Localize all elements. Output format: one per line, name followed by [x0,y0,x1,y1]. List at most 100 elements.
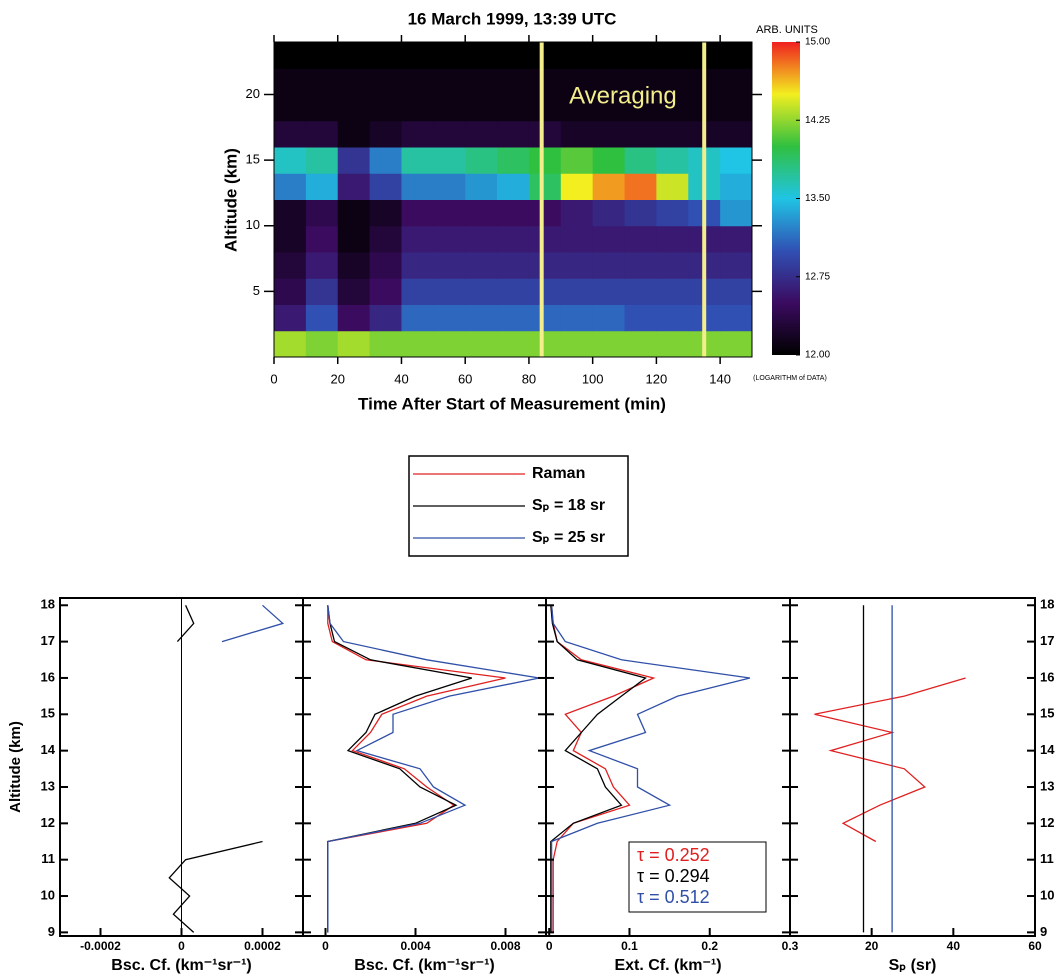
heatmap-cell [528,68,562,95]
heatmap-cell [497,68,530,95]
heatmap-cell [624,120,657,148]
heatmap-cell [305,330,339,357]
colorbar-note: (LOGARITHM of DATA) [753,375,827,382]
heatmap-cell [720,120,752,148]
colorbar-tick-label: 12.75 [805,271,830,282]
heatmap-cell [528,199,562,227]
heatmap-cell [369,304,402,332]
y-tick-label: 10 [41,887,55,902]
heatmap-cell [274,199,307,227]
heatmap-cell [433,94,466,122]
heatmap-cell [337,173,371,200]
heatmap-cell [465,120,498,148]
heatmap-cell [465,225,498,253]
heatmap-cell [305,120,339,148]
heatmap-cell [369,68,402,95]
legend-label: Sₚ = 25 sr [532,529,605,546]
heatmap-cell [433,68,466,95]
y-tick-label: 13 [41,778,55,793]
heatmap-cell [497,225,530,253]
heatmap-cell [305,173,339,200]
heatmap-cell [401,94,434,122]
heatmap-cell [624,330,657,357]
y-tick-label: 15 [246,152,260,167]
tau-label: τ = 0.294 [637,866,710,886]
heatmap-cell [592,225,626,253]
heatmap-cell [337,68,371,95]
heatmap-cell [528,278,562,305]
heatmap-cell [305,278,339,305]
heatmap-cell [497,330,530,357]
heatmap-cell [720,42,752,69]
legend-label: Sₚ = 18 sr [532,497,605,514]
heatmap-cell [274,225,307,253]
heatmap-cell [401,147,434,174]
heatmap-cell [656,173,689,200]
heatmap-cell [337,330,371,357]
x-tick-label: 0.008 [490,939,520,953]
y-tick-label: 12 [1040,815,1054,830]
x-tick-label: 120 [646,371,668,386]
heatmap-cell [369,278,402,305]
heatmap-cell [560,68,594,95]
heatmap-cell [624,42,657,69]
heatmap-cell [560,304,594,332]
heatmap-cell [465,94,498,122]
x-tick-label: 0.3 [782,939,799,953]
heatmap-cell [656,304,689,332]
heatmap-cell [433,173,466,200]
heatmap-cell [274,278,307,305]
heatmap-cell [624,225,657,253]
heatmap-cell [497,199,530,227]
heatmap-cell [274,304,307,332]
heatmap-cell [528,252,562,279]
heatmap-cell [274,42,307,69]
heatmap-cell [624,94,657,122]
heatmap-cell [720,147,752,174]
heatmap-cell [560,199,594,227]
heatmap-cell [305,252,339,279]
heatmap-cell [592,94,626,122]
heatmap-cell [337,94,371,122]
x-tick-label: 0 [270,371,277,386]
heatmap-cell [369,42,402,69]
y-tick-label: 18 [41,597,55,612]
heatmap-cell [465,252,498,279]
heatmap-cell [624,199,657,227]
x-tick-label: 0.0002 [244,939,281,953]
heatmap-cell [560,252,594,279]
y-tick-label: 13 [1040,778,1054,793]
heatmap-cell [720,68,752,95]
heatmap-cell [560,147,594,174]
x-tick-label: 60 [458,371,472,386]
profile-line [550,605,656,933]
heatmap-cell [720,225,752,253]
heatmap-cell [433,278,466,305]
heatmap-cell [497,278,530,305]
heatmap-cell [720,173,752,200]
y-tick-label: 9 [48,924,55,939]
heatmap-cell [528,94,562,122]
heatmap-cell [560,278,594,305]
plot-frame [789,597,1036,937]
colorbar-tick-label: 12.00 [805,350,830,361]
heatmap-cell [720,199,752,227]
plot-frame [273,41,753,358]
heatmap-cell [337,304,371,332]
heatmap-cell [560,173,594,200]
heatmap-cell [305,225,339,253]
heatmap-cell [465,330,498,357]
heatmap-cell [401,42,434,69]
heatmap-cell [592,120,626,148]
tau-label: τ = 0.252 [637,845,710,865]
heatmap-cell [274,94,307,122]
x-tick-label: 20 [865,939,879,953]
x-axis-title: Bsc. Cf. (km⁻¹sr⁻¹) [111,957,251,974]
colorbar-tick-label: 15.00 [805,37,830,48]
heatmap-cell [592,147,626,174]
heatmap-cell [497,42,530,69]
heatmap-cell [465,199,498,227]
heatmap-cell [656,278,689,305]
y-tick-label: 15 [1040,706,1054,721]
